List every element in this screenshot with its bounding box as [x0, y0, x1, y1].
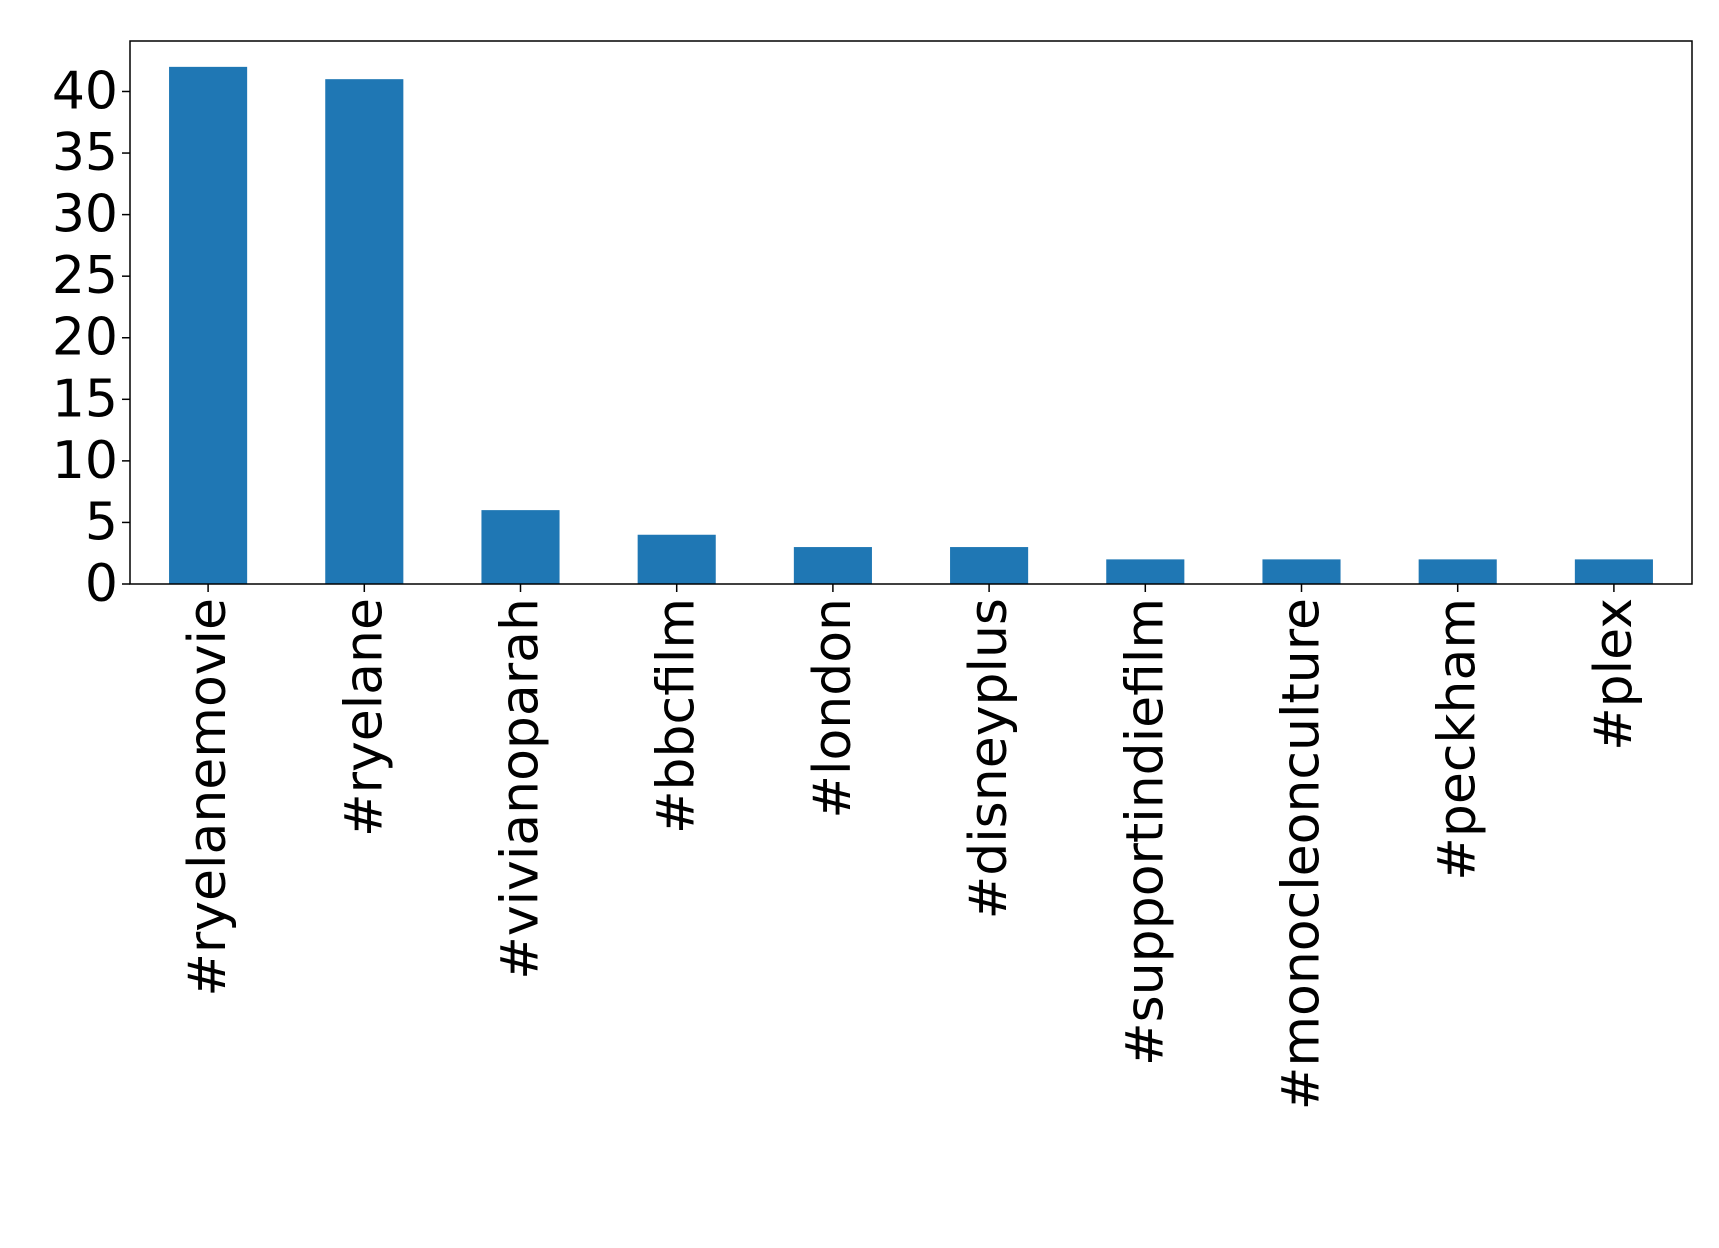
y-tick-label: 40 — [52, 61, 118, 121]
y-tick-label: 10 — [52, 431, 118, 491]
y-tick-label: 5 — [85, 492, 118, 552]
bar — [481, 510, 560, 584]
x-tick-label: #london — [803, 598, 863, 819]
x-tick-label: #vivianoparah — [491, 598, 551, 980]
x-tick-label: #supportindiefilm — [1115, 598, 1175, 1066]
x-tick-label: #monocleonculture — [1272, 598, 1332, 1110]
bar — [637, 534, 716, 584]
bar — [950, 547, 1029, 584]
x-tick-label: #ryelanemovie — [178, 598, 238, 997]
y-tick-label: 30 — [52, 185, 118, 245]
y-tick-label: 15 — [52, 369, 118, 429]
bar — [1106, 559, 1185, 584]
plot-frame — [129, 40, 1693, 585]
bar — [793, 547, 872, 584]
x-tick-label: #disneyplus — [959, 598, 1019, 919]
x-tick-label: #plex — [1584, 598, 1644, 751]
x-axis: #ryelanemovie #ryelane #vivianoparah #bbcfi… — [178, 584, 1644, 1110]
bar — [1262, 559, 1341, 584]
x-tick-label: #bbcfilm — [647, 598, 707, 834]
y-tick-label: 25 — [52, 246, 118, 306]
bars-layer — [169, 66, 1653, 585]
y-tick-label: 35 — [52, 123, 118, 183]
bar — [169, 66, 248, 585]
bar — [325, 79, 404, 584]
y-tick-label: 20 — [52, 308, 118, 368]
x-tick-label: #ryelane — [334, 598, 394, 837]
x-tick-label: #peckham — [1428, 598, 1488, 881]
bar — [1574, 559, 1653, 584]
y-tick-label: 0 — [85, 554, 118, 614]
bar — [1418, 559, 1497, 584]
